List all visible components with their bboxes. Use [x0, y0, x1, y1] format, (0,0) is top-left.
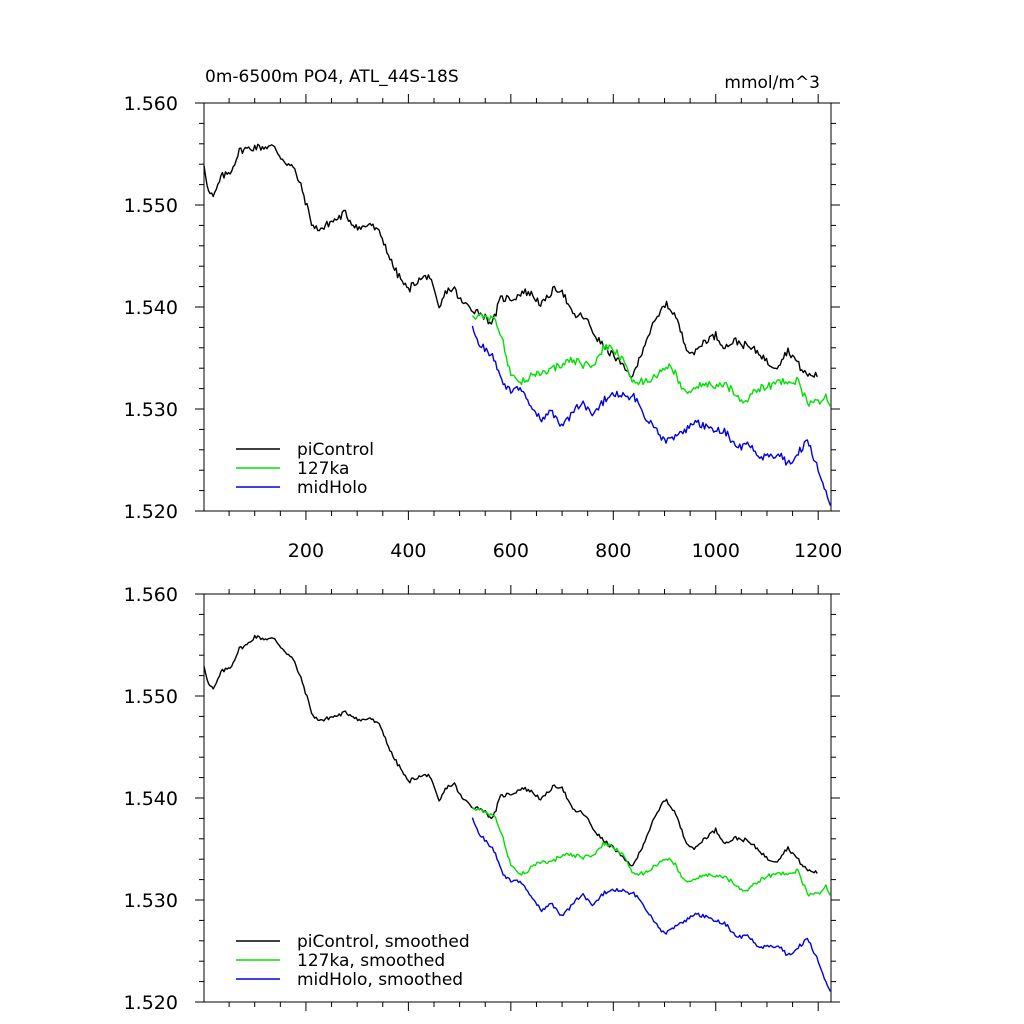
legend-label: midHolo	[297, 478, 367, 498]
legend-label: 127ka	[297, 459, 349, 479]
legend-label: piControl	[297, 440, 374, 460]
x-tick-label: 600	[493, 540, 529, 562]
top-panel: 1.520 1.530 1.540 1.550 1.560 200 400 600 800 100…	[124, 93, 843, 562]
x-tick-label: 1000	[692, 540, 740, 562]
y-tick-label: 1.550	[124, 686, 178, 708]
chart-title: 0m-6500m PO4, ATL_44S-18S	[205, 67, 459, 87]
series-line-1	[471, 806, 832, 897]
x-tick-label: 1200	[794, 540, 842, 562]
y-tick-label: 1.560	[124, 584, 178, 606]
legend-label: midHolo, smoothed	[297, 970, 463, 990]
series-line-2	[471, 325, 832, 506]
y-tick-label: 1.540	[124, 297, 178, 319]
y-tick-label: 1.520	[124, 501, 178, 523]
series-line-1	[471, 313, 832, 407]
y-tick-label: 1.530	[124, 399, 178, 421]
series-line-2	[471, 817, 832, 992]
y-tick-label: 1.540	[124, 788, 178, 810]
legend-label: 127ka, smoothed	[297, 951, 445, 971]
y-tick-label: 1.550	[124, 195, 178, 217]
series-line-0	[203, 634, 818, 874]
y-tick-label: 1.530	[124, 890, 178, 912]
chart-units: mmol/m^3	[724, 73, 820, 93]
y-tick-label: 1.520	[124, 992, 178, 1014]
x-tick-label: 400	[390, 540, 426, 562]
y-tick-label: 1.560	[124, 93, 178, 115]
x-tick-label: 200	[288, 540, 324, 562]
series-line-0	[203, 143, 818, 379]
bottom-panel: 1.520 1.530 1.540 1.550 1.560 piControl, smoo…	[124, 584, 840, 1014]
x-tick-label: 800	[595, 540, 631, 562]
legend-label: piControl, smoothed	[297, 932, 470, 952]
